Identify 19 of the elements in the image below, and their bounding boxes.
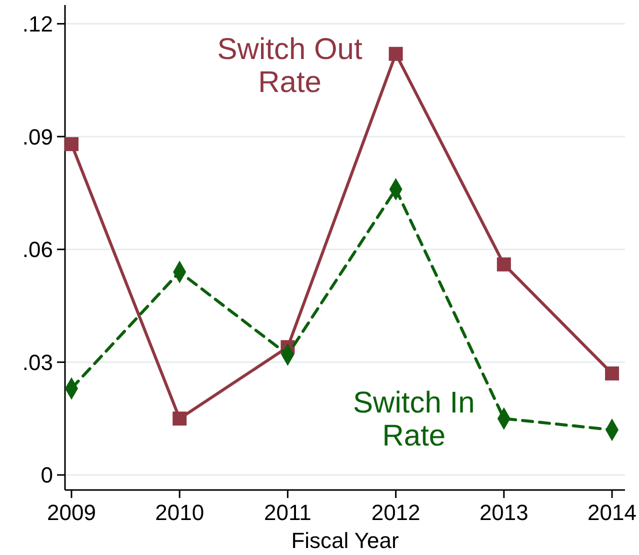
y-tick-label: .03 — [22, 350, 53, 375]
x-tick-label: 2014 — [588, 500, 637, 525]
x-tick-label: 2009 — [47, 500, 96, 525]
y-tick-label: 0 — [40, 462, 53, 488]
point — [172, 412, 187, 426]
x-tick-label: 2010 — [155, 500, 204, 525]
point — [496, 257, 511, 272]
x-tick-label: 2012 — [371, 500, 420, 525]
series-label: Switch Out Rate — [217, 32, 363, 99]
series-label: Switch In Rate — [353, 386, 475, 453]
y-tick-label: .09 — [22, 124, 53, 150]
point — [64, 137, 78, 152]
x-tick-label: 2011 — [264, 500, 312, 525]
x-tick-label: 2013 — [479, 500, 528, 525]
y-tick-label: .06 — [22, 237, 53, 262]
point — [388, 46, 403, 61]
y-tick-label: .12 — [22, 12, 53, 36]
point — [605, 366, 620, 380]
x-axis-title: Fiscal Year — [291, 528, 399, 553]
